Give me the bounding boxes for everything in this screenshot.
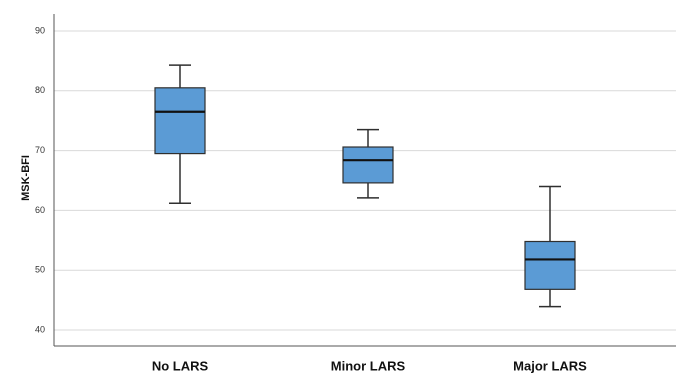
box-no-lars bbox=[154, 64, 206, 204]
iqr-box bbox=[342, 146, 394, 184]
y-tick-label-80: 80 bbox=[35, 85, 45, 95]
iqr-box bbox=[154, 87, 206, 155]
y-tick-label-60: 60 bbox=[35, 205, 45, 215]
box-minor-lars bbox=[342, 128, 394, 199]
y-tick-label-40: 40 bbox=[35, 324, 45, 334]
box-major-lars bbox=[524, 185, 576, 308]
y-tick-label-50: 50 bbox=[35, 265, 45, 275]
y-axis-title: MSK-BFI bbox=[20, 155, 32, 201]
axis-layer bbox=[53, 14, 676, 347]
label-layer: 40 50 60 70 80 90 No LARS Minor LARS Major LARS bbox=[35, 25, 587, 373]
x-category-label-no-lars: No LARS bbox=[152, 358, 209, 373]
y-tick-label-70: 70 bbox=[35, 145, 45, 155]
x-category-label-major-lars: Major LARS bbox=[513, 358, 587, 373]
y-tick-label-90: 90 bbox=[35, 25, 45, 35]
x-category-label-minor-lars: Minor LARS bbox=[331, 358, 406, 373]
iqr-box bbox=[524, 240, 576, 290]
box-layer bbox=[154, 64, 576, 308]
